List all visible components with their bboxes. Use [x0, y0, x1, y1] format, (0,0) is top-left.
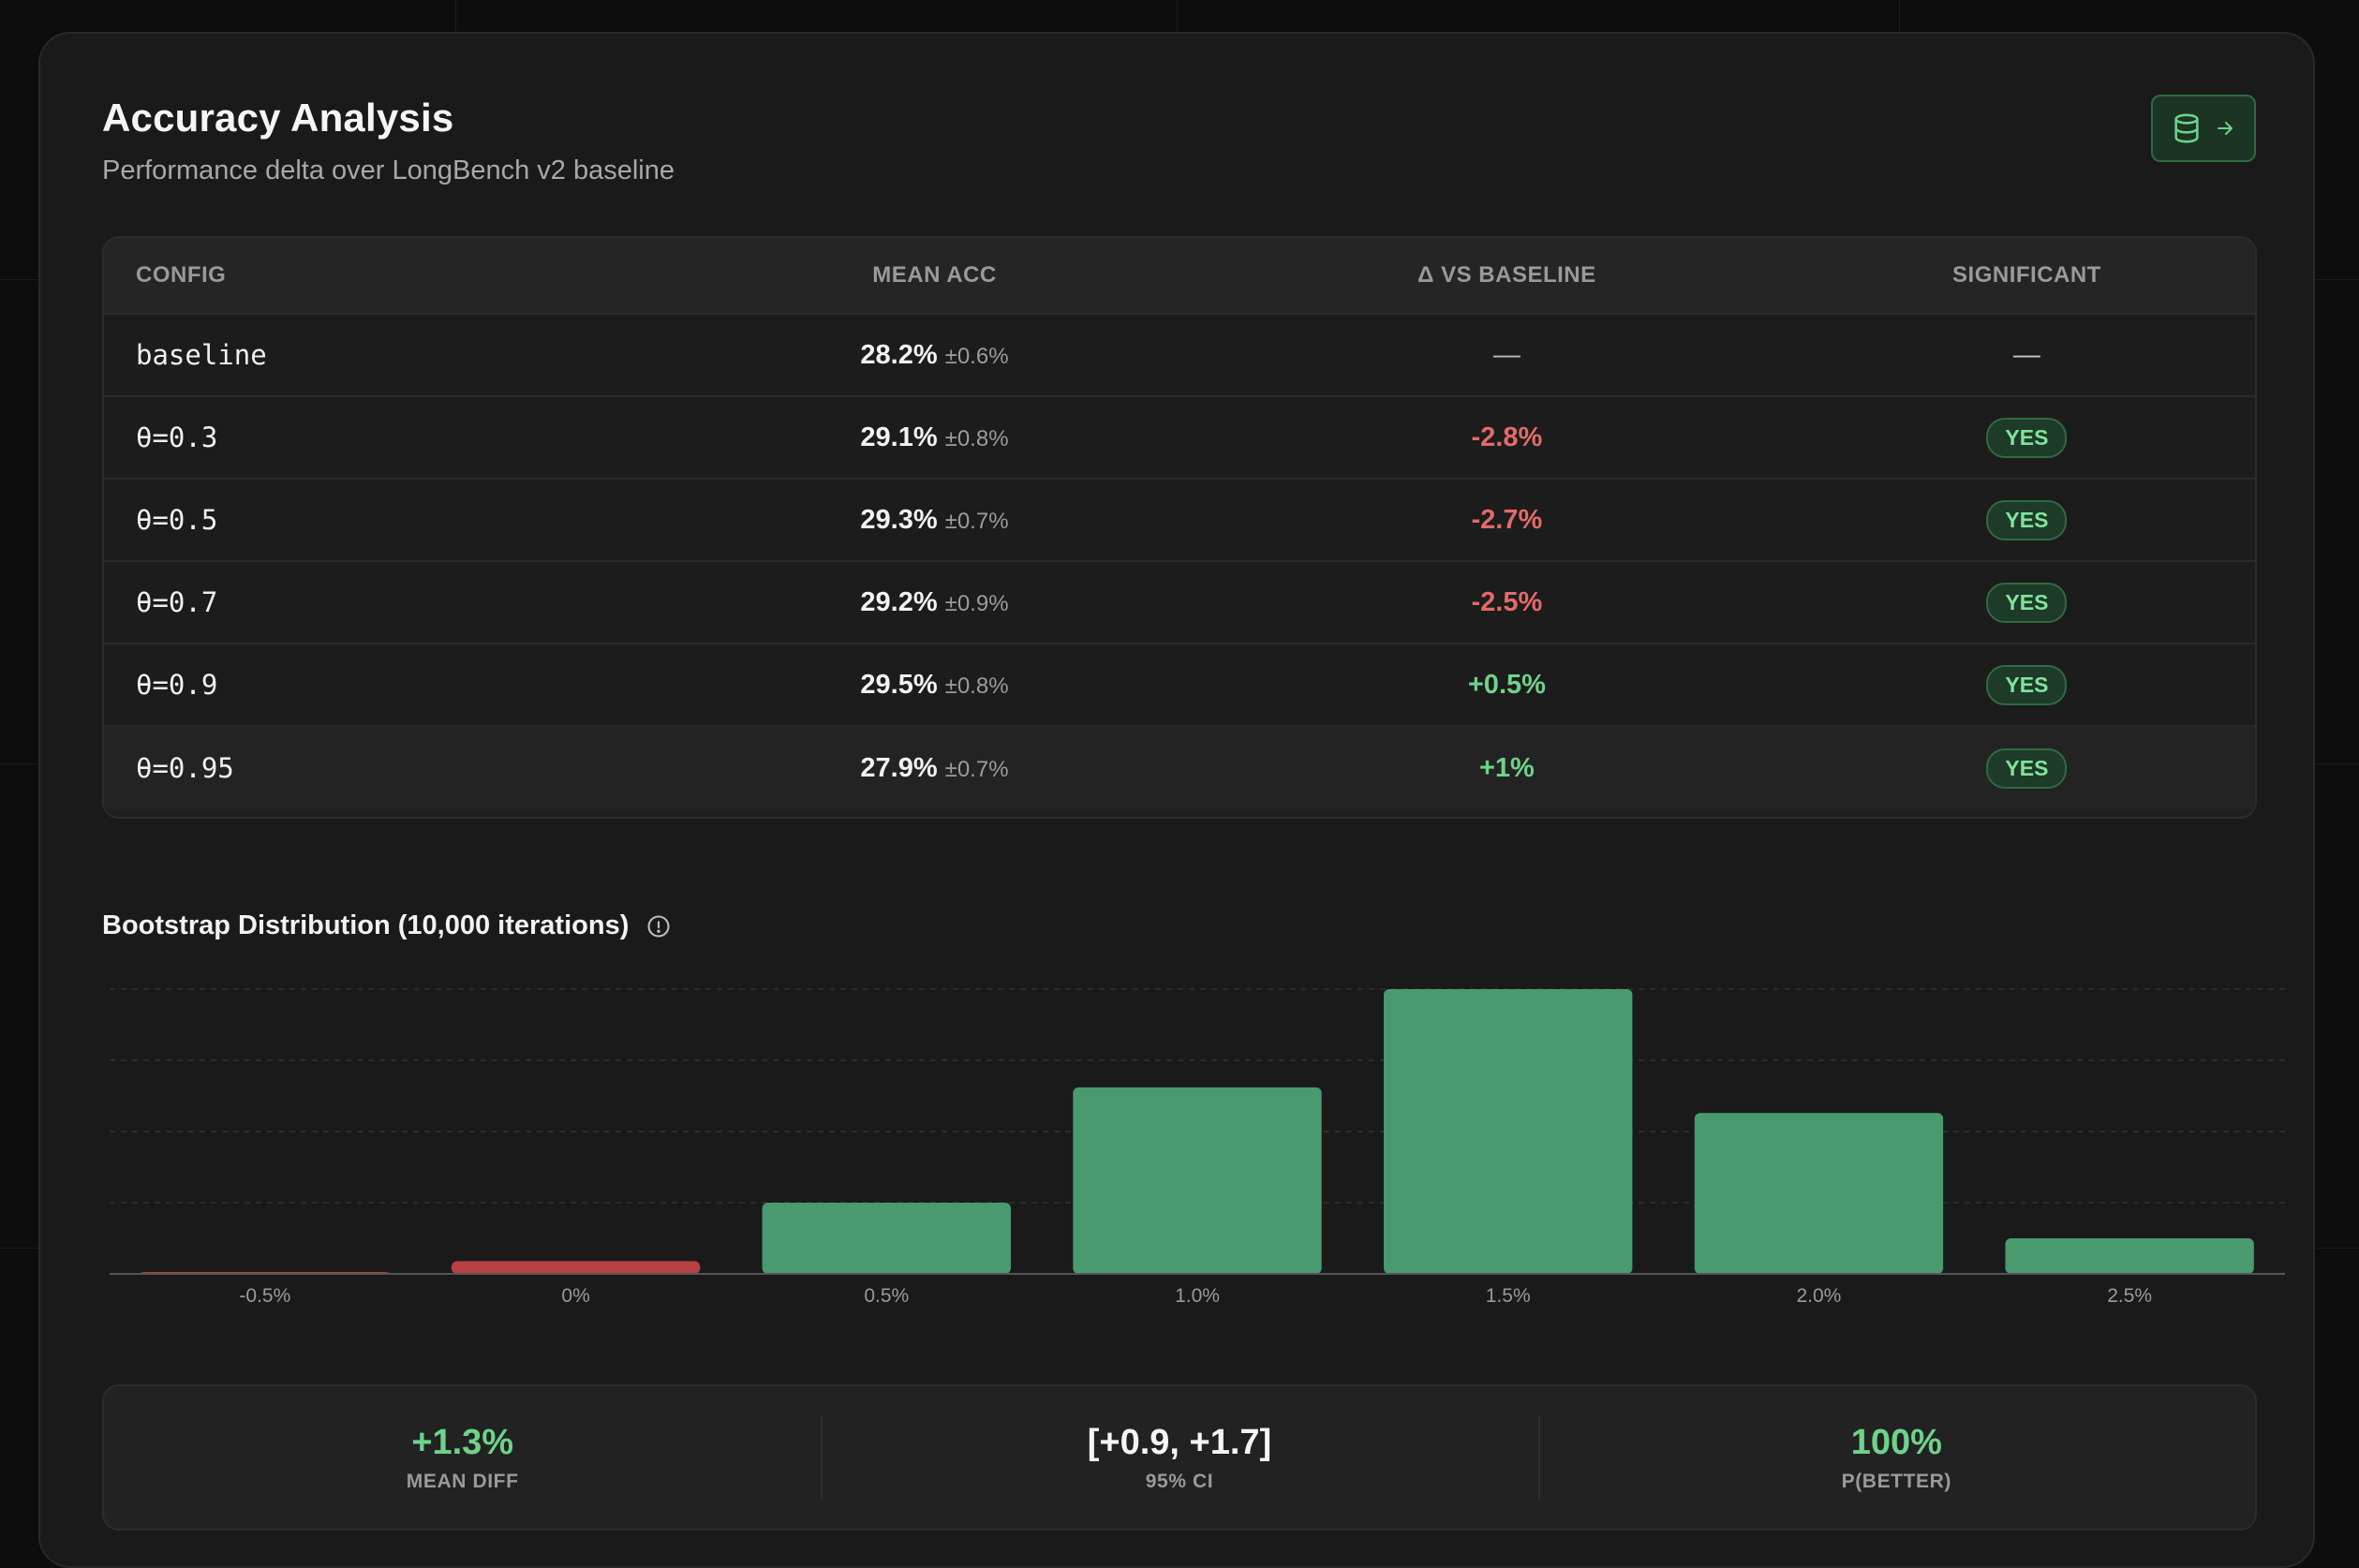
config-cell: θ=0.95 — [104, 752, 654, 784]
table-body: baseline 28.2% ±0.6% — — θ=0.3 29.1% ±0.8% -2.8%… — [104, 315, 2255, 809]
bootstrap-title: Bootstrap Distribution (10,000 iteration… — [102, 910, 629, 941]
significant-cell: YES — [1799, 665, 2255, 705]
column-header-delta[interactable]: Δ VS BASELINE — [1215, 262, 1799, 288]
x-tick-label: 2.0% — [1796, 1285, 1841, 1307]
x-tick-label: 0.5% — [864, 1285, 909, 1307]
mean-acc-error: ±0.7% — [945, 509, 1009, 534]
delta-cell: -2.7% — [1215, 505, 1799, 536]
mean-acc-value: 29.2% — [860, 587, 937, 617]
mean-acc-cell: 29.3% ±0.7% — [654, 505, 1215, 536]
mean-acc-error: ±0.6% — [945, 344, 1009, 369]
config-cell: θ=0.9 — [104, 669, 654, 701]
stat-value: [+0.9, +1.7] — [1088, 1423, 1271, 1463]
significant-cell: YES — [1799, 748, 2255, 789]
delta-value: -2.8% — [1472, 422, 1543, 452]
mean-acc-error: ±0.7% — [945, 757, 1009, 782]
significant-badge: YES — [1986, 748, 2067, 789]
summary-stats: +1.3% MEAN DIFF [+0.9, +1.7] 95% CI 100% P(BE… — [102, 1384, 2257, 1531]
page-subtitle: Performance delta over LongBench v2 base… — [102, 155, 675, 186]
mean-acc-error: ±0.9% — [945, 591, 1009, 616]
column-header-mean-acc[interactable]: MEAN ACC — [654, 262, 1215, 288]
significant-badge: YES — [1986, 418, 2067, 458]
x-tick-label: 1.0% — [1175, 1285, 1220, 1307]
config-cell: θ=0.7 — [104, 586, 654, 618]
mean-acc-cell: 28.2% ±0.6% — [654, 340, 1215, 371]
stat-value: +1.3% — [411, 1423, 513, 1463]
stat-p-better: 100% P(BETTER) — [1538, 1386, 2255, 1529]
histogram-bar[interactable] — [1695, 1113, 1943, 1274]
delta-cell: -2.5% — [1215, 587, 1799, 618]
accuracy-analysis-card: Accuracy Analysis Performance delta over… — [38, 32, 2315, 1568]
mean-acc-cell: 27.9% ±0.7% — [654, 753, 1215, 784]
delta-value: -2.5% — [1472, 587, 1543, 617]
mean-acc-value: 28.2% — [860, 340, 937, 370]
delta-cell: -2.8% — [1215, 422, 1799, 453]
mean-acc-cell: 29.1% ±0.8% — [654, 422, 1215, 453]
significant-cell: YES — [1799, 583, 2255, 623]
delta-cell: +0.5% — [1215, 670, 1799, 701]
stat-95-ci: [+0.9, +1.7] 95% CI — [821, 1386, 1537, 1529]
bootstrap-histogram: -0.5% 0% 0.5% 1.0% 1.5% 2.0% 2.5% — [102, 970, 2294, 1326]
delta-value: +1% — [1479, 753, 1535, 783]
page-title: Accuracy Analysis — [102, 96, 453, 141]
stat-label: MEAN DIFF — [407, 1471, 519, 1493]
delta-value: — — [1493, 340, 1521, 370]
mean-acc-cell: 29.5% ±0.8% — [654, 670, 1215, 701]
histogram-bar[interactable] — [1384, 989, 1632, 1274]
table-row[interactable]: θ=0.5 29.3% ±0.7% -2.7% YES — [104, 480, 2255, 562]
histogram-bar[interactable] — [763, 1203, 1011, 1274]
delta-cell: +1% — [1215, 753, 1799, 784]
arrow-right-icon — [2214, 117, 2236, 140]
significant-badge: YES — [1986, 665, 2067, 705]
x-tick-label: 1.5% — [1486, 1285, 1531, 1307]
accuracy-table: CONFIG MEAN ACC Δ VS BASELINE SIGNIFICAN… — [102, 236, 2257, 819]
mean-acc-value: 27.9% — [860, 753, 937, 783]
delta-value: -2.7% — [1472, 505, 1543, 535]
database-icon — [2171, 112, 2203, 144]
config-cell: baseline — [104, 339, 654, 371]
histogram-bar[interactable] — [1073, 1087, 1321, 1274]
significant-cell: YES — [1799, 500, 2255, 540]
mean-acc-error: ±0.8% — [945, 426, 1009, 451]
x-tick-label: 0% — [561, 1285, 589, 1307]
config-cell: θ=0.3 — [104, 422, 654, 453]
stat-label: 95% CI — [1146, 1471, 1213, 1493]
table-row[interactable]: baseline 28.2% ±0.6% — — — [104, 315, 2255, 397]
table-row[interactable]: θ=0.7 29.2% ±0.9% -2.5% YES — [104, 562, 2255, 644]
significant-badge: YES — [1986, 500, 2067, 540]
stat-mean-diff: +1.3% MEAN DIFF — [104, 1386, 821, 1529]
histogram-bar[interactable] — [452, 1261, 700, 1274]
mean-acc-value: 29.1% — [860, 422, 937, 452]
info-icon[interactable] — [645, 913, 672, 939]
x-tick-label: -0.5% — [239, 1285, 290, 1307]
mean-acc-error: ±0.8% — [945, 673, 1009, 699]
significant-cell: YES — [1799, 418, 2255, 458]
table-header: CONFIG MEAN ACC Δ VS BASELINE SIGNIFICAN… — [104, 238, 2255, 315]
column-header-config[interactable]: CONFIG — [104, 262, 654, 288]
significant-cell: — — [1799, 340, 2255, 371]
delta-value: +0.5% — [1468, 670, 1546, 700]
mean-acc-value: 29.5% — [860, 670, 937, 700]
bootstrap-section-title: Bootstrap Distribution (10,000 iteration… — [102, 910, 672, 941]
significant-badge: YES — [1986, 583, 2067, 623]
histogram-bar[interactable] — [2005, 1238, 2253, 1274]
column-header-significant[interactable]: SIGNIFICANT — [1799, 262, 2255, 288]
table-row[interactable]: θ=0.95 27.9% ±0.7% +1% YES — [104, 727, 2255, 809]
delta-cell: — — [1215, 340, 1799, 371]
stat-label: P(BETTER) — [1842, 1471, 1951, 1493]
stat-value: 100% — [1851, 1423, 1942, 1463]
mean-acc-cell: 29.2% ±0.9% — [654, 587, 1215, 618]
export-data-button[interactable] — [2151, 95, 2256, 162]
x-tick-label: 2.5% — [2107, 1285, 2152, 1307]
significant-empty: — — [2013, 340, 2040, 370]
table-row[interactable]: θ=0.9 29.5% ±0.8% +0.5% YES — [104, 644, 2255, 727]
config-cell: θ=0.5 — [104, 504, 654, 536]
mean-acc-value: 29.3% — [860, 505, 937, 535]
table-row[interactable]: θ=0.3 29.1% ±0.8% -2.8% YES — [104, 397, 2255, 480]
